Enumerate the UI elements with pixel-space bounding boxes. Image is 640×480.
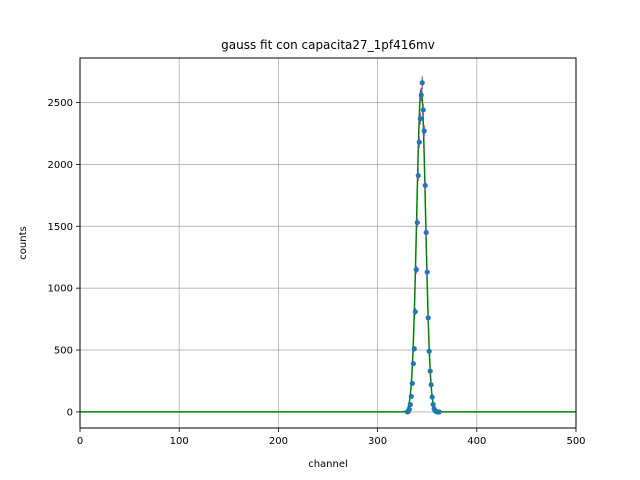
- grid: [79, 58, 577, 428]
- fit-curve: [80, 87, 576, 413]
- x-tick-label: 400: [467, 436, 486, 447]
- plot-frame: [79, 57, 577, 429]
- data-point: [428, 382, 434, 388]
- data-point: [412, 309, 418, 315]
- y-axis-label: counts: [18, 226, 29, 259]
- data-point: [414, 219, 420, 226]
- x-tick-label: 300: [368, 436, 387, 447]
- data-point: [421, 128, 427, 134]
- chart-title: gauss fit con capacita27_1pf416mv: [221, 38, 435, 52]
- data-point: [416, 139, 422, 145]
- data-point: [419, 80, 425, 86]
- y-tick-label: 0: [67, 407, 73, 418]
- data-point: [430, 401, 436, 408]
- x-tick-label: 500: [566, 436, 585, 447]
- x-axis: 0 100 200 300 400 500: [77, 428, 586, 447]
- x-tick-label: 100: [170, 436, 189, 447]
- x-tick-label: 0: [77, 436, 83, 447]
- data-point: [426, 348, 432, 354]
- data-point: [413, 267, 419, 273]
- y-tick-label: 2000: [48, 160, 73, 171]
- data-points: [404, 80, 442, 415]
- data-point: [436, 409, 442, 415]
- y-tick-label: 2500: [48, 98, 73, 109]
- y-tick-label: 1000: [48, 284, 73, 295]
- data-point: [417, 116, 423, 122]
- data-point: [420, 107, 426, 113]
- data-point: [406, 406, 412, 413]
- y-tick-label: 1500: [48, 222, 73, 233]
- data-point: [424, 269, 430, 275]
- data-point: [415, 172, 421, 179]
- data-point: [410, 361, 416, 367]
- x-tick-label: 200: [269, 436, 288, 447]
- data-point: [418, 92, 424, 98]
- data-point: [407, 401, 413, 408]
- data-point: [411, 346, 417, 352]
- y-tick-label: 500: [54, 346, 73, 357]
- data-point: [427, 368, 433, 374]
- data-point: [429, 394, 435, 400]
- data-point: [408, 393, 414, 400]
- data-point: [423, 229, 429, 236]
- data-point: [409, 380, 415, 387]
- data-point: [422, 182, 428, 189]
- x-axis-label: channel: [308, 459, 348, 470]
- y-axis: 0 500 1000 1500 2000 2500: [48, 98, 80, 418]
- fit-line: [80, 87, 576, 413]
- data-point: [425, 315, 431, 321]
